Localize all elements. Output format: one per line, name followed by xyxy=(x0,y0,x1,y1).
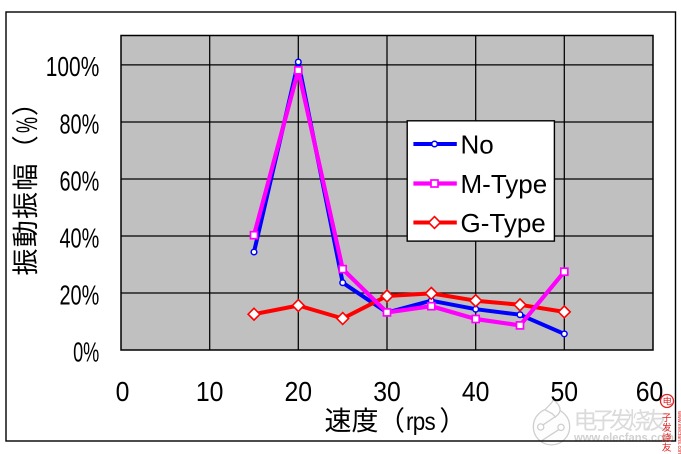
svg-text:100%: 100% xyxy=(46,51,100,82)
svg-text:%: % xyxy=(12,117,45,133)
svg-text:0: 0 xyxy=(116,376,130,407)
svg-text:20%: 20% xyxy=(60,279,100,310)
svg-text:www.elecfans.com: www.elecfans.com xyxy=(573,431,674,445)
svg-text:10: 10 xyxy=(196,376,224,407)
svg-text:50: 50 xyxy=(551,376,579,407)
svg-text:60%: 60% xyxy=(60,165,100,196)
svg-text:G-Type: G-Type xyxy=(461,208,546,238)
svg-text:www.elecfans.com: www.elecfans.com xyxy=(676,410,681,454)
svg-text:30: 30 xyxy=(373,376,401,407)
svg-text:rps: rps xyxy=(406,408,435,436)
svg-text:M-Type: M-Type xyxy=(461,169,548,199)
svg-text:40%: 40% xyxy=(60,222,100,253)
svg-text:80%: 80% xyxy=(60,108,100,139)
svg-text:40: 40 xyxy=(462,376,490,407)
svg-text:0%: 0% xyxy=(73,336,99,367)
svg-text:20: 20 xyxy=(285,376,313,407)
svg-text:60: 60 xyxy=(636,376,664,407)
svg-text:No: No xyxy=(461,129,494,159)
